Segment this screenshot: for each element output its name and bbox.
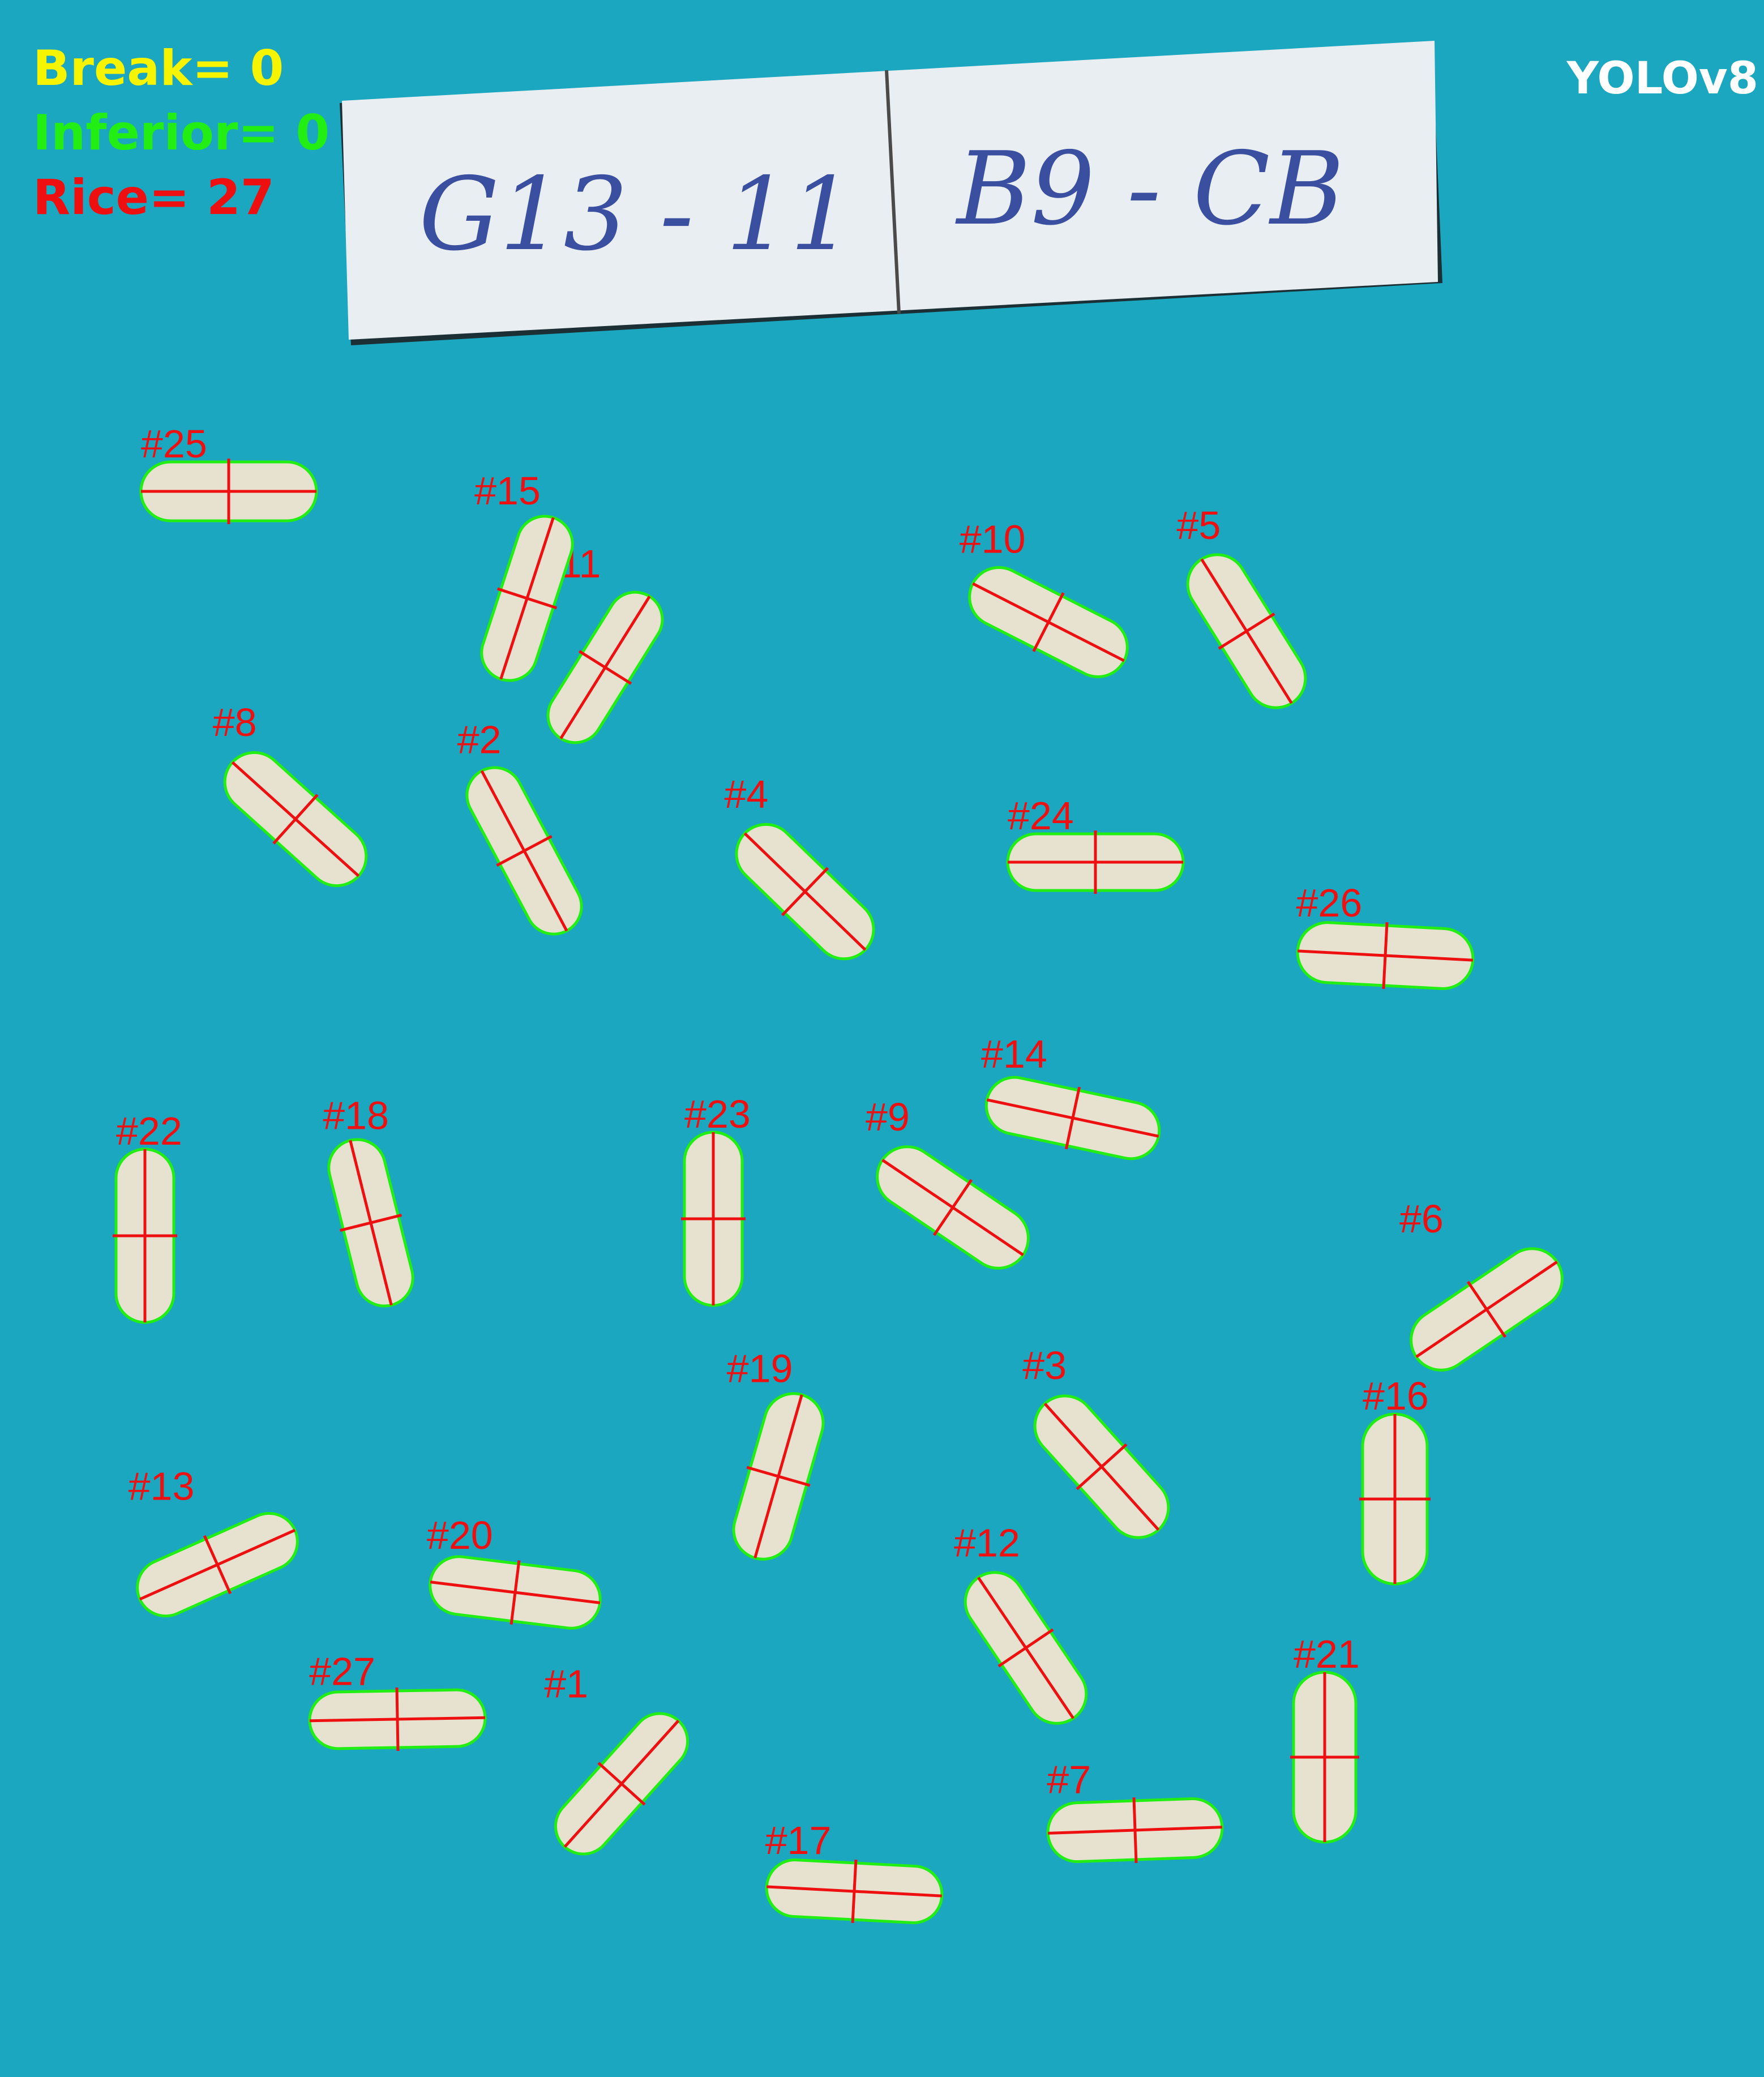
card-right-code: B9 - CB: [955, 130, 1344, 247]
rice-grain-7: [1046, 1797, 1224, 1864]
grain-label-10: #10: [960, 517, 1026, 562]
grain-label-3: #3: [1022, 1343, 1067, 1387]
grain-label-20: #20: [427, 1513, 493, 1557]
grain-label-15: #15: [474, 469, 541, 513]
grain-label-19: #19: [727, 1346, 793, 1390]
grain-width-axis: [932, 1179, 973, 1236]
grain-label-27: #27: [309, 1649, 375, 1693]
rice-grain-1: [554, 1712, 690, 1856]
grain-width-axis: [997, 1628, 1054, 1668]
grain-label-26: #26: [1296, 881, 1362, 925]
grain-label-25: #25: [141, 422, 207, 466]
grain-width-axis: [1032, 592, 1065, 652]
rice-grain-26: [1296, 921, 1475, 990]
grain-label-7: #7: [1047, 1758, 1091, 1802]
break-count: Break= 0: [33, 40, 284, 97]
rice-grain-11: [546, 590, 664, 744]
rice-grain-19: [732, 1392, 825, 1561]
grain-label-24: #24: [1008, 794, 1074, 838]
rice-grain-18: [327, 1138, 414, 1308]
rice-grain-2: [465, 766, 583, 936]
grain-width-axis: [597, 1762, 646, 1806]
card-divider: [885, 70, 901, 314]
rice-grain-6: [1410, 1247, 1564, 1372]
sample-label-card: G13 - 11 B9 - CB: [340, 41, 1442, 345]
card-left-code: G13 - 11: [419, 156, 854, 273]
grain-width-axis: [1466, 1281, 1507, 1338]
grain-width-axis: [746, 1466, 811, 1487]
grain-label-6: #6: [1399, 1197, 1444, 1241]
grain-width-axis: [781, 867, 829, 917]
grain-width-axis: [496, 834, 553, 867]
grain-label-5: #5: [1176, 503, 1221, 547]
grain-width-axis: [851, 1859, 858, 1924]
grain-width-axis: [578, 650, 632, 685]
rice-grain-22: [113, 1147, 177, 1324]
grain-width-axis: [395, 1687, 400, 1751]
grain-layer: #1#2#3#4#5#6#7#8#9#10#11#12#13#14#15#16#…: [113, 422, 1564, 1924]
grain-label-8: #8: [213, 700, 257, 744]
grain-width-axis: [1132, 1797, 1138, 1864]
grain-label-4: #4: [724, 772, 768, 816]
grain-label-23: #23: [684, 1092, 751, 1136]
rice-grain-24: [1006, 830, 1185, 894]
grain-width-axis: [496, 587, 558, 610]
grain-width-axis: [509, 1560, 521, 1625]
rice-grain-13: [136, 1511, 299, 1618]
rice-grain-20: [429, 1555, 602, 1630]
rice-count: Rice= 27: [33, 169, 275, 226]
rice-grain-4: [735, 823, 875, 961]
grain-width-axis: [1218, 613, 1275, 650]
grain-label-17: #17: [765, 1818, 832, 1862]
rice-grain-25: [139, 459, 318, 524]
rice-grain-10: [968, 566, 1129, 678]
rice-grain-8: [223, 751, 368, 888]
rice-grain-27: [308, 1687, 487, 1751]
grain-label-2: #2: [457, 718, 502, 762]
rice-grain-21: [1290, 1671, 1359, 1844]
grain-label-13: #13: [129, 1464, 195, 1508]
grain-width-axis: [1064, 1086, 1081, 1150]
rice-grain-23: [681, 1130, 746, 1307]
rice-grain-17: [765, 1858, 944, 1924]
card-paper: [342, 41, 1438, 340]
inferior-count: Inferior= 0: [33, 105, 330, 161]
grain-width-axis: [340, 1214, 402, 1232]
grain-width-axis: [1382, 922, 1389, 990]
grain-label-22: #22: [116, 1109, 182, 1153]
grain-width-axis: [1076, 1443, 1128, 1491]
grain-label-9: #9: [866, 1095, 910, 1139]
grain-label-14: #14: [981, 1032, 1047, 1076]
rice-grain-5: [1186, 553, 1307, 709]
grain-label-21: #21: [1294, 1632, 1360, 1676]
model-name: YOLOv8: [1566, 53, 1758, 104]
grain-label-12: #12: [954, 1521, 1020, 1565]
grain-width-axis: [272, 794, 319, 845]
rice-grain-3: [1033, 1394, 1170, 1539]
rice-grain-15: [480, 515, 574, 682]
grain-label-1: #1: [544, 1662, 588, 1706]
grain-label-16: #16: [1363, 1374, 1429, 1418]
rice-grain-9: [876, 1145, 1030, 1270]
rice-grain-16: [1359, 1412, 1431, 1586]
grain-width-axis: [203, 1535, 232, 1595]
rice-grain-12: [964, 1571, 1088, 1725]
grain-label-18: #18: [323, 1093, 389, 1137]
